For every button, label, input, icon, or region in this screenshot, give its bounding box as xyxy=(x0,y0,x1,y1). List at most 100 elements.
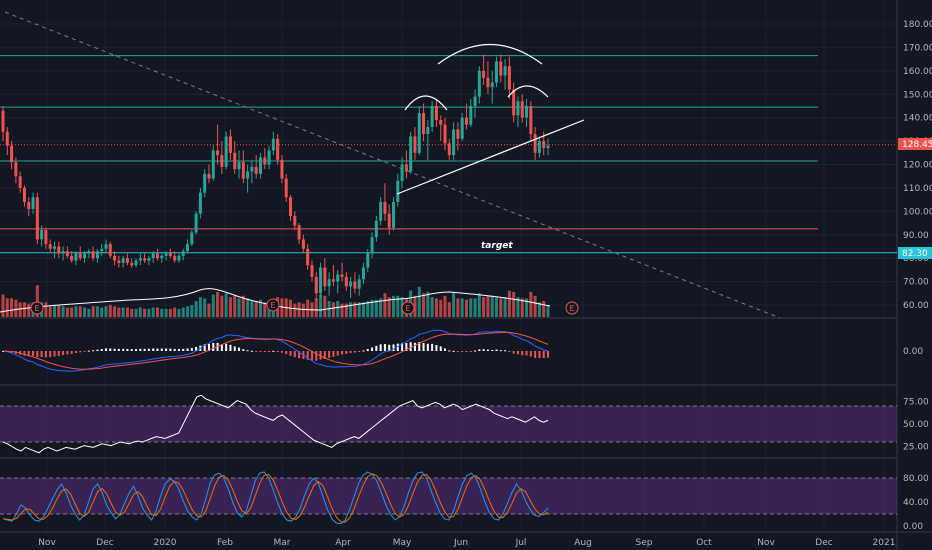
macd-histogram-bar xyxy=(285,351,288,355)
volume-bar xyxy=(65,307,69,317)
neckline[interactable] xyxy=(396,119,585,195)
macd-histogram-bar xyxy=(66,351,69,355)
time-tick-label: Sep xyxy=(636,538,653,548)
macd-histogram-bar xyxy=(62,351,65,356)
candle-body xyxy=(383,201,387,214)
volume-bar xyxy=(160,308,164,317)
rsi-axis: 75.00 50.00 25.00 xyxy=(903,398,929,453)
head-arc[interactable] xyxy=(437,43,543,65)
candle-body xyxy=(186,244,190,252)
macd-histogram-bar xyxy=(474,350,477,352)
candle-body xyxy=(241,162,245,179)
time-tick-label: Nov xyxy=(38,538,56,548)
macd-histogram-bar xyxy=(79,351,82,353)
macd-histogram-bar xyxy=(405,343,408,351)
macd-histogram-bar xyxy=(238,347,241,351)
volume-bar xyxy=(254,301,258,317)
candle-body xyxy=(233,152,237,170)
volume-bar xyxy=(306,299,310,317)
candle-body xyxy=(297,225,301,240)
macd-histogram-bar xyxy=(495,349,498,351)
candle-body xyxy=(525,105,529,118)
stoch-k-line xyxy=(2,471,549,525)
volume-bar xyxy=(370,299,374,317)
volume-bar xyxy=(95,306,99,317)
volume-bar xyxy=(121,307,125,317)
macd-histogram-bar xyxy=(182,348,185,351)
macd-histogram-bar xyxy=(396,343,399,351)
volume-bar xyxy=(207,303,211,317)
macd-histogram-bar xyxy=(74,351,77,353)
volume-bar xyxy=(134,308,138,317)
candle-body xyxy=(344,276,348,287)
candle-body xyxy=(263,157,267,165)
candle-body xyxy=(387,213,391,228)
left-shoulder-arc[interactable] xyxy=(404,95,448,111)
volume-bar xyxy=(512,291,516,317)
horizontal-levels[interactable] xyxy=(0,55,897,254)
candle-body xyxy=(443,124,447,144)
macd-histogram-bar xyxy=(203,344,206,351)
candle-body xyxy=(370,237,374,254)
earnings-markers[interactable]: E E E E xyxy=(30,298,579,315)
volume-bar xyxy=(52,304,56,317)
time-tick-label: Aug xyxy=(574,538,592,548)
candle-body xyxy=(216,150,220,156)
volume-bar xyxy=(340,303,344,317)
volume-bar xyxy=(44,302,48,317)
candle-body xyxy=(203,173,207,193)
volume-bar xyxy=(477,293,481,317)
volume-bar xyxy=(464,299,468,317)
earnings-marker[interactable]: E xyxy=(30,301,44,315)
candle-body xyxy=(327,279,331,287)
candle-body xyxy=(246,171,250,179)
svg-text:82.30: 82.30 xyxy=(902,249,928,259)
volume-bar xyxy=(537,302,541,317)
candle-body xyxy=(473,96,477,106)
time-tick-label: Apr xyxy=(335,538,351,548)
rsi-line xyxy=(2,394,549,454)
macd-histogram-bar xyxy=(499,350,502,352)
candle-body xyxy=(477,70,481,97)
candle-body xyxy=(280,159,284,179)
macd-histogram-bar xyxy=(392,344,395,351)
volume-bar xyxy=(336,301,340,317)
macd-histogram-bar xyxy=(319,351,322,360)
macd-histogram-bar xyxy=(276,351,279,352)
earnings-marker[interactable]: E xyxy=(266,298,280,312)
macd-histogram-bar xyxy=(96,349,99,351)
candle-body xyxy=(336,274,340,282)
downtrend-line[interactable] xyxy=(4,11,781,319)
volume-bar xyxy=(130,308,134,317)
candle-body xyxy=(250,166,254,172)
macd-histogram-bar xyxy=(332,351,335,357)
candle-body xyxy=(396,180,400,202)
macd-histogram-bar xyxy=(482,349,485,351)
macd-histogram-bar xyxy=(379,344,382,351)
volume-bar xyxy=(35,285,39,317)
volume-bar xyxy=(48,306,52,317)
volume-bar xyxy=(104,306,108,317)
volume-bar xyxy=(383,293,387,317)
candle-body xyxy=(83,253,87,259)
macd-histogram-bar xyxy=(83,351,86,352)
time-axis[interactable]: Nov Dec 2020 Feb Mar Apr May Jun Jul Aug Sep Oct Nov… xyxy=(38,538,895,548)
volume-bar xyxy=(186,306,190,317)
earnings-marker[interactable]: E xyxy=(401,301,415,315)
pattern-annotations[interactable] xyxy=(396,43,585,195)
volume-bar xyxy=(430,297,434,317)
macd-histogram-bar xyxy=(156,348,159,351)
volume-bar xyxy=(237,298,241,317)
current-price-tag: 128.45 xyxy=(898,138,932,150)
macd-histogram-bar xyxy=(418,342,421,351)
right-shoulder-arc[interactable] xyxy=(507,85,549,98)
macd-histogram-bar xyxy=(439,346,442,351)
time-tick-label: Mar xyxy=(274,538,291,548)
earnings-marker[interactable]: E xyxy=(565,301,579,315)
volume-bar xyxy=(190,304,194,317)
candle-body xyxy=(95,251,99,259)
volume-bar xyxy=(198,297,202,317)
macd-histogram-bar xyxy=(36,351,39,358)
candle-body xyxy=(361,267,365,280)
